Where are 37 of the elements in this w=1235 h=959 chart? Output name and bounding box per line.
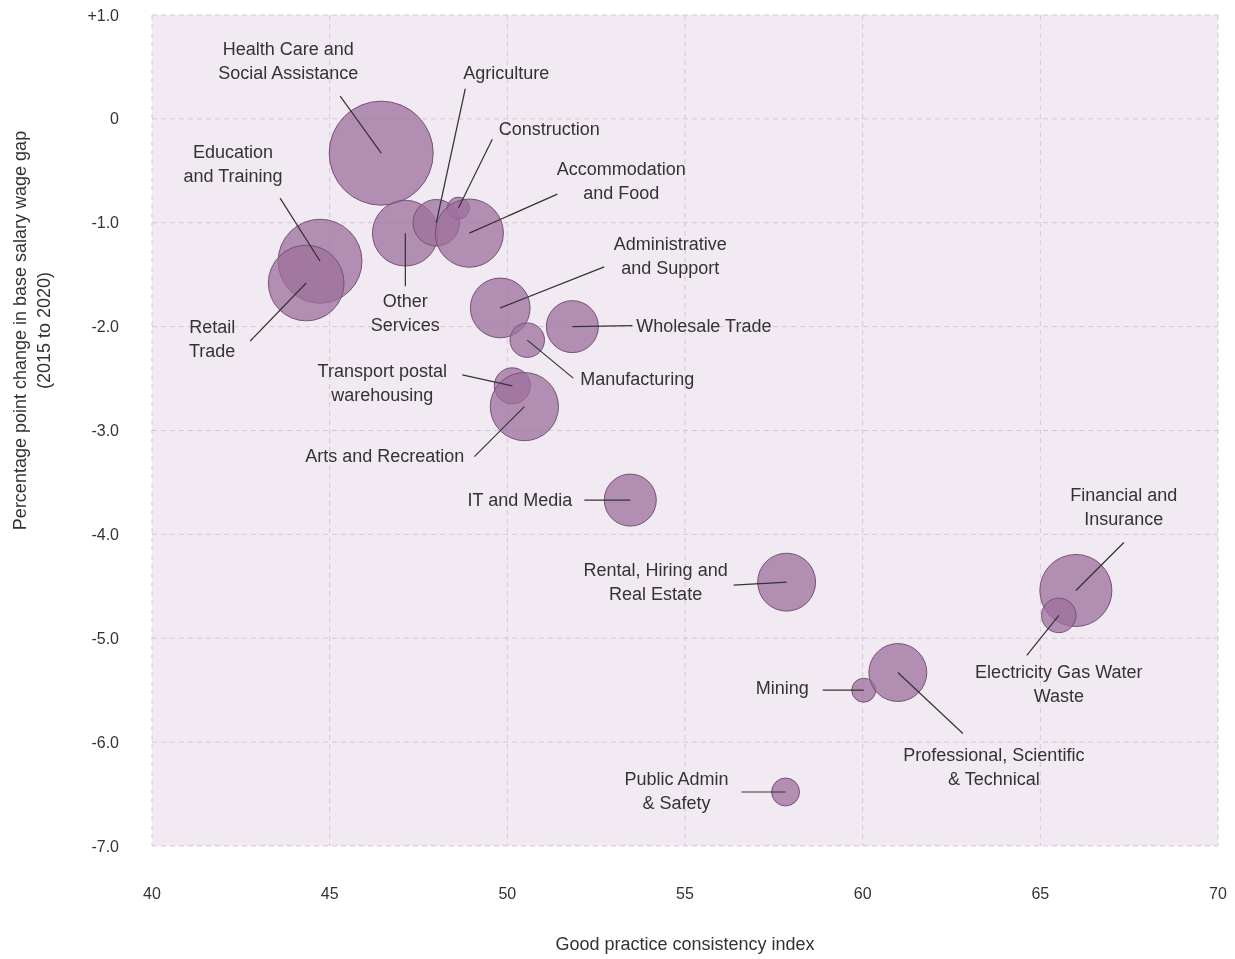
annotation: Financial and Insurance xyxy=(1070,484,1178,529)
annotation: Administrative and Support xyxy=(613,234,727,279)
x-tick-label: 40 xyxy=(143,885,161,902)
y-tick-label: -2.0 xyxy=(91,318,120,336)
y-tick-label: -5.0 xyxy=(91,629,120,647)
annotation: Education and Training xyxy=(183,142,283,187)
x-tick-label: 55 xyxy=(676,885,694,902)
y-tick-label: -7.0 xyxy=(91,837,120,855)
annotation: Mining xyxy=(755,678,809,699)
annotation: Manufacturing xyxy=(580,369,695,390)
y-tick-label: 0 xyxy=(110,110,120,128)
x-tick-label: 50 xyxy=(498,885,517,902)
annotation: Construction xyxy=(498,118,600,139)
y-tick-label: -6.0 xyxy=(91,733,120,751)
y-tick-label: -3.0 xyxy=(91,422,120,440)
annotation: Retail Trade xyxy=(189,317,236,362)
annotation: Agriculture xyxy=(463,63,550,84)
annotation: Accommodation and Food xyxy=(556,159,686,204)
x-axis-title: Good practice consistency index xyxy=(555,934,815,954)
annotation: Other Services xyxy=(370,291,440,336)
y-tick-label: -4.0 xyxy=(91,525,120,543)
annotation: IT and Media xyxy=(467,490,574,511)
annotation: Rental, Hiring and Real Estate xyxy=(583,560,728,605)
x-tick-label: 60 xyxy=(853,885,872,902)
annotation: Health Care and Social Assistance xyxy=(218,39,359,84)
annotation: Professional, Scientific & Technical xyxy=(903,744,1085,789)
x-tick-label: 70 xyxy=(1209,885,1227,902)
annotation: Arts and Recreation xyxy=(305,445,465,466)
annotation: Electricity Gas Water Waste xyxy=(975,661,1143,706)
annotation: Wholesale Trade xyxy=(636,315,772,336)
annotation: Transport postal warehousing xyxy=(317,361,448,406)
annotation: Public Admin & Safety xyxy=(624,769,729,814)
x-tick-label: 65 xyxy=(1031,885,1050,902)
y-axis-title: Percentage point change in base salary wage gap (2015 to 2020) xyxy=(10,130,54,531)
y-tick-label: +1.0 xyxy=(87,6,120,24)
y-tick-label: -1.0 xyxy=(91,214,120,232)
x-tick-label: 45 xyxy=(320,885,339,902)
